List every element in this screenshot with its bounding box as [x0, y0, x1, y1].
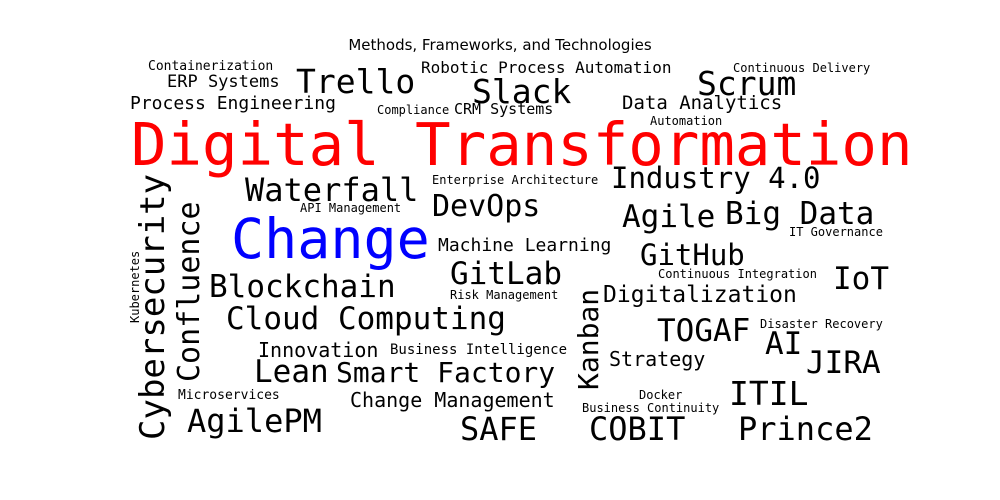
word-slack: Slack [472, 72, 572, 111]
word-devops: DevOps [432, 189, 541, 224]
word-innovation: Innovation [258, 338, 379, 362]
word-digital-transformation: Digital Transformation [131, 110, 913, 179]
word-continuous-delivery: Continuous Delivery [733, 61, 871, 75]
word-itil: ITIL [729, 374, 809, 413]
word-prince2: Prince2 [738, 410, 873, 448]
word-github: GitHub [640, 238, 745, 272]
word-safe: SAFE [460, 410, 538, 448]
word-smart-factory: Smart Factory [336, 356, 556, 389]
word-business-continuity: Business Continuity [582, 401, 720, 415]
word-industry-4: Industry 4.0 [611, 161, 821, 195]
word-iot: IoT [833, 261, 889, 297]
word-agile: Agile [622, 199, 716, 235]
word-enterprise-architecture: Enterprise Architecture [432, 173, 599, 187]
word-it-governance: IT Governance [789, 225, 883, 239]
word-kubernetes: Kubernetes [128, 250, 142, 323]
word-change: Change [231, 207, 430, 271]
word-waterfall: Waterfall [245, 171, 419, 209]
word-microservices: Microservices [178, 388, 280, 403]
word-blockchain: Blockchain [209, 269, 396, 305]
word-compliance: Compliance [377, 103, 450, 117]
word-trello: Trello [296, 62, 416, 101]
word-docker: Docker [639, 388, 683, 402]
word-containerization: Containerization [148, 59, 274, 74]
word-risk-management: Risk Management [450, 288, 559, 302]
word-kanban: Kanban [572, 288, 605, 390]
word-digitalization: Digitalization [603, 282, 797, 308]
word-strategy: Strategy [609, 347, 706, 371]
word-gitlab: GitLab [450, 256, 562, 292]
word-scrum: Scrum [697, 64, 797, 103]
word-togaf: TOGAF [657, 313, 751, 349]
word-business-intelligence: Business Intelligence [390, 342, 568, 358]
word-process-engineering: Process Engineering [130, 93, 336, 114]
word-lean: Lean [254, 354, 329, 390]
word-api-management: API Management [300, 201, 402, 215]
word-cloud-computing: Cloud Computing [226, 301, 506, 337]
word-change-management: Change Management [350, 388, 555, 412]
chart-title: Methods, Frameworks, and Technologies [348, 36, 652, 54]
word-cobit: COBIT [589, 410, 686, 448]
word-ai: AI [765, 326, 803, 362]
word-continuous-integration: Continuous Integration [658, 267, 817, 281]
word-machine-learning: Machine Learning [438, 235, 612, 256]
word-disaster-recovery: Disaster Recovery [760, 317, 883, 331]
word-agilepm: AgilePM [187, 402, 322, 440]
word-jira: JIRA [806, 345, 881, 381]
word-automation: Automation [650, 114, 723, 128]
word-confluence: Confluence [172, 201, 207, 382]
word-big-data: Big Data [725, 196, 875, 232]
word-data-analytics: Data Analytics [622, 92, 783, 114]
word-crm-systems: CRM Systems [454, 100, 554, 118]
word-robotic-process-automation: Robotic Process Automation [421, 58, 672, 77]
word-erp-systems: ERP Systems [167, 72, 280, 92]
